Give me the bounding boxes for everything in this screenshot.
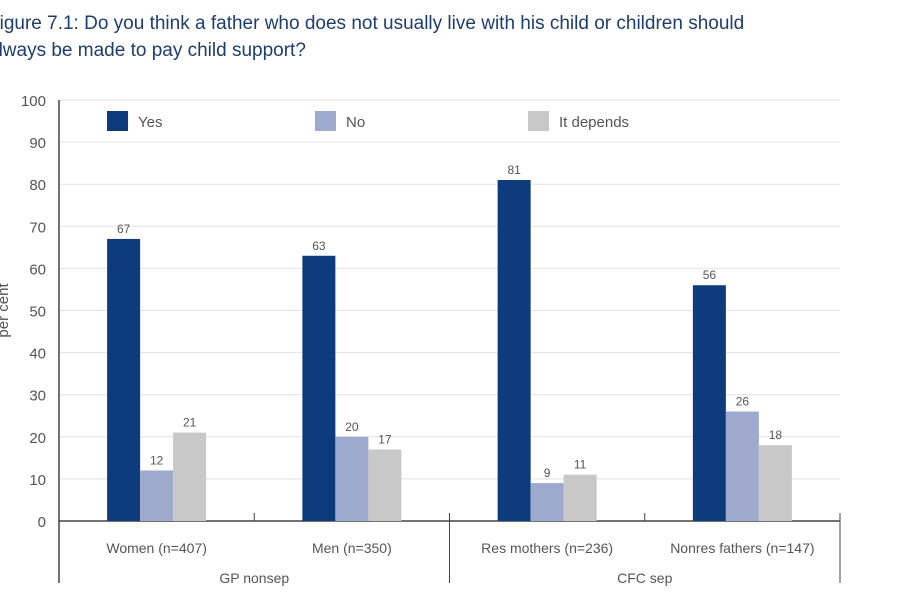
legend-swatch [528,111,549,131]
bar-no [725,411,759,521]
chart-title: Figure 7.1: Do you think a father who do… [0,10,744,64]
legend-label: It depends [559,114,629,131]
data-label: 63 [312,239,326,253]
title-line-1: Figure 7.1: Do you think a father who do… [0,13,745,34]
bar-no [530,483,564,521]
data-label: 56 [703,268,717,282]
y-tick-label: 30 [29,388,46,405]
bar-it-depends [368,449,402,521]
legend-label: Yes [138,114,162,131]
legend-swatch [107,111,128,131]
category-label: Men (n=350) [312,540,392,556]
bar-it-depends [758,445,792,521]
y-tick-label: 0 [38,514,46,531]
data-label: 81 [507,163,521,177]
data-label: 26 [736,395,750,409]
data-label: 20 [345,420,359,434]
y-tick-label: 20 [29,430,46,447]
data-label: 21 [183,416,197,430]
data-label: 67 [117,222,131,236]
y-tick-label: 40 [29,346,46,363]
data-label: 17 [378,432,392,446]
bar-no [335,436,369,521]
bar-it-depends [563,474,597,521]
bar-yes [497,179,531,522]
y-tick-label: 80 [29,177,46,194]
y-tick-label: 50 [29,304,46,321]
data-label: 18 [769,428,783,442]
data-label: 9 [544,466,551,480]
bar-yes [302,255,336,521]
data-label: 11 [574,458,587,472]
bar-it-depends [173,432,207,521]
title-line-2: always be made to pay child support? [0,40,306,61]
legend-swatch [315,111,336,131]
y-tick-label: 90 [29,135,46,152]
group-label: GP nonsep [219,570,289,586]
y-tick-label: 60 [29,261,46,278]
y-tick-label: 70 [29,219,46,236]
bar-yes [692,285,726,521]
bar-no [140,470,174,521]
data-label: 12 [150,453,164,467]
category-label: Women (n=407) [106,540,207,556]
category-label: Nonres fathers (n=147) [670,540,814,556]
category-label: Res mothers (n=236) [481,540,613,556]
y-tick-label: 100 [21,93,46,110]
bar-yes [107,238,141,521]
y-tick-label: 10 [29,472,46,489]
group-label: CFC sep [617,570,672,586]
legend-label: No [346,114,365,131]
y-axis-label: per cent [0,283,12,338]
